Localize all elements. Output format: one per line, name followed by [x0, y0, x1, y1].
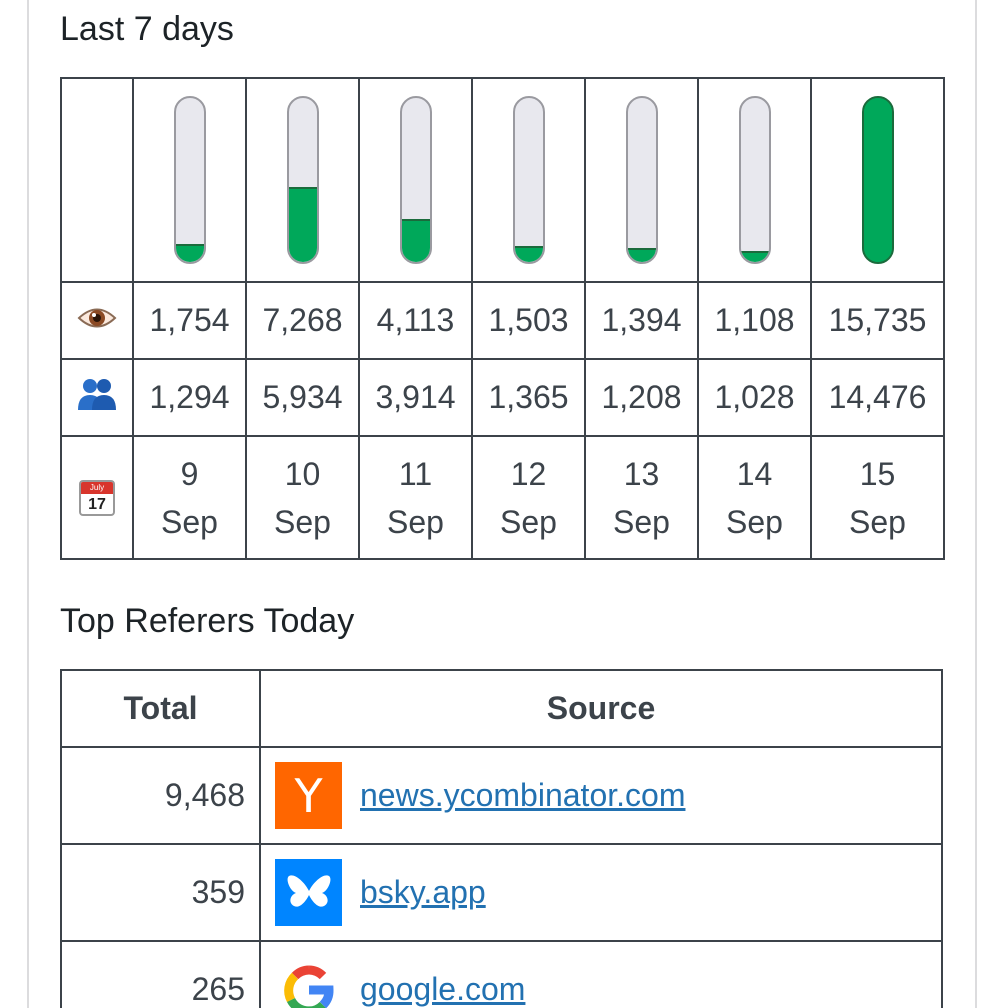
- calendar-icon: July 17: [79, 479, 115, 516]
- weekly-title: Last 7 days: [60, 10, 234, 48]
- bar-fill: [288, 186, 317, 262]
- visitors-cell: 1,294: [132, 358, 247, 437]
- date-cell: 15 Sep: [810, 435, 945, 560]
- bar-fill: [740, 250, 769, 262]
- bluesky-icon: [275, 859, 342, 926]
- views-cell: 1,108: [697, 281, 812, 360]
- referrer-link[interactable]: bsky.app: [360, 874, 486, 910]
- views-cell: 7,268: [245, 281, 360, 360]
- views-row: 1,754 7,268 4,113 1,503 1,394 1,108 15,7…: [60, 281, 945, 360]
- google-icon: [275, 956, 342, 1008]
- source-header: Source: [259, 669, 943, 748]
- total-header: Total: [60, 669, 261, 748]
- date-cell: 11 Sep: [358, 435, 473, 560]
- day-bar: [245, 77, 360, 283]
- date-cell: 10 Sep: [245, 435, 360, 560]
- referrer-total: 265: [60, 940, 261, 1008]
- dates-row: July 17 9 Sep 10 Sep 11 Sep 12 Sep 13 Sep 14 S…: [60, 435, 945, 560]
- visitors-row: 1,294 5,934 3,914 1,365 1,208 1,028 14,4…: [60, 358, 945, 437]
- bar-fill: [401, 219, 430, 262]
- bar-fill: [863, 98, 892, 262]
- users-icon: [78, 378, 116, 410]
- referrer-total: 9,468: [60, 746, 261, 845]
- visitors-cell: 14,476: [810, 358, 945, 437]
- referrers-title: Top Referers Today: [60, 602, 355, 640]
- visitors-cell: 5,934: [245, 358, 360, 437]
- referrer-total: 359: [60, 843, 261, 942]
- views-cell: 4,113: [358, 281, 473, 360]
- day-bar: [584, 77, 699, 283]
- day-bar: [132, 77, 247, 283]
- bars-row: [60, 77, 945, 283]
- day-bar: [471, 77, 586, 283]
- bar-fill: [175, 243, 204, 262]
- visitors-cell: 3,914: [358, 358, 473, 437]
- day-bar: [697, 77, 812, 283]
- day-bar: [810, 77, 945, 283]
- weekly-table: 1,754 7,268 4,113 1,503 1,394 1,108 15,7…: [60, 77, 945, 560]
- date-cell: 12 Sep: [471, 435, 586, 560]
- day-bar: [358, 77, 473, 283]
- views-cell: 1,394: [584, 281, 699, 360]
- referrer-link[interactable]: google.com: [360, 971, 526, 1007]
- referrers-header-row: Total Source: [60, 669, 943, 748]
- views-cell: 1,754: [132, 281, 247, 360]
- bar-fill: [514, 246, 543, 262]
- eye-icon: [77, 308, 117, 328]
- date-cell: 9 Sep: [132, 435, 247, 560]
- table-row: 265 google.com: [60, 940, 943, 1008]
- bar-fill: [627, 247, 656, 262]
- table-row: 359 bsky.app: [60, 843, 943, 942]
- referrer-link[interactable]: news.ycombinator.com: [360, 777, 686, 813]
- table-row: 9,468 Y news.ycombinator.com: [60, 746, 943, 845]
- date-cell: 13 Sep: [584, 435, 699, 560]
- referrers-table: Total Source 9,468 Y news.ycombinator.co…: [60, 669, 943, 1008]
- visitors-cell: 1,208: [584, 358, 699, 437]
- ycombinator-icon: Y: [275, 762, 342, 829]
- visitors-cell: 1,365: [471, 358, 586, 437]
- visitors-cell: 1,028: [697, 358, 812, 437]
- date-cell: 14 Sep: [697, 435, 812, 560]
- views-cell: 15,735: [810, 281, 945, 360]
- views-cell: 1,503: [471, 281, 586, 360]
